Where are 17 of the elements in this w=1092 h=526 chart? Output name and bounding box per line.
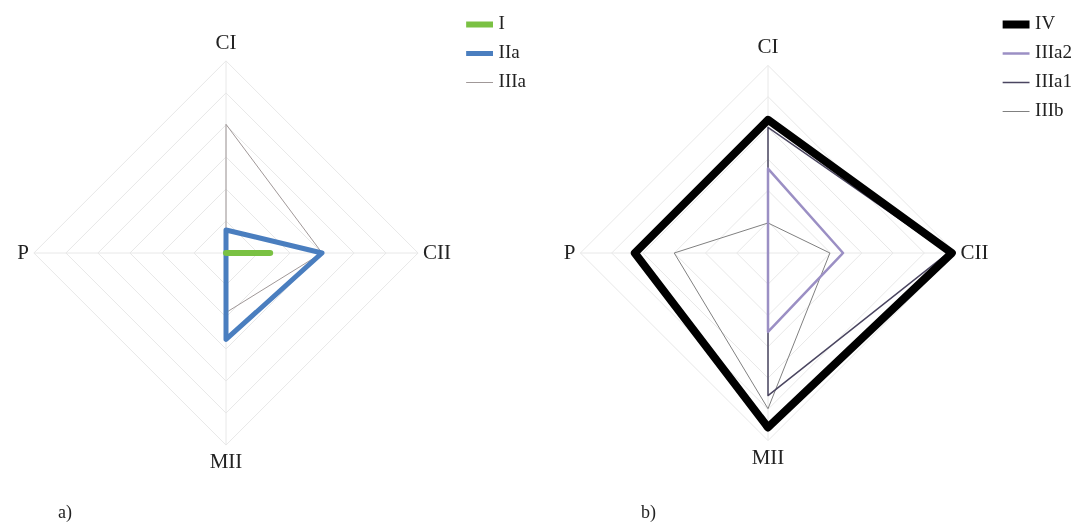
- spoke-label: P: [563, 239, 576, 264]
- legend-label: IIIa: [498, 70, 527, 92]
- spoke-label: CII: [960, 239, 989, 264]
- spoke-label: CII: [423, 239, 452, 264]
- legend-label: IIIb: [1035, 99, 1064, 121]
- spoke-label: P: [17, 239, 29, 264]
- text: a): [58, 501, 72, 523]
- legend-label: IIa: [498, 41, 521, 63]
- spoke-label: CI: [757, 34, 779, 59]
- legend-label: IIIa1: [1035, 70, 1073, 92]
- spoke-label: CI: [215, 29, 237, 54]
- spoke-label: MII: [751, 444, 785, 469]
- legend-label: I: [498, 12, 505, 34]
- spoke-label: MII: [209, 449, 243, 474]
- legend-label: IIIa2: [1035, 41, 1073, 63]
- text: b): [641, 501, 656, 523]
- legend-label: IV: [1035, 12, 1056, 34]
